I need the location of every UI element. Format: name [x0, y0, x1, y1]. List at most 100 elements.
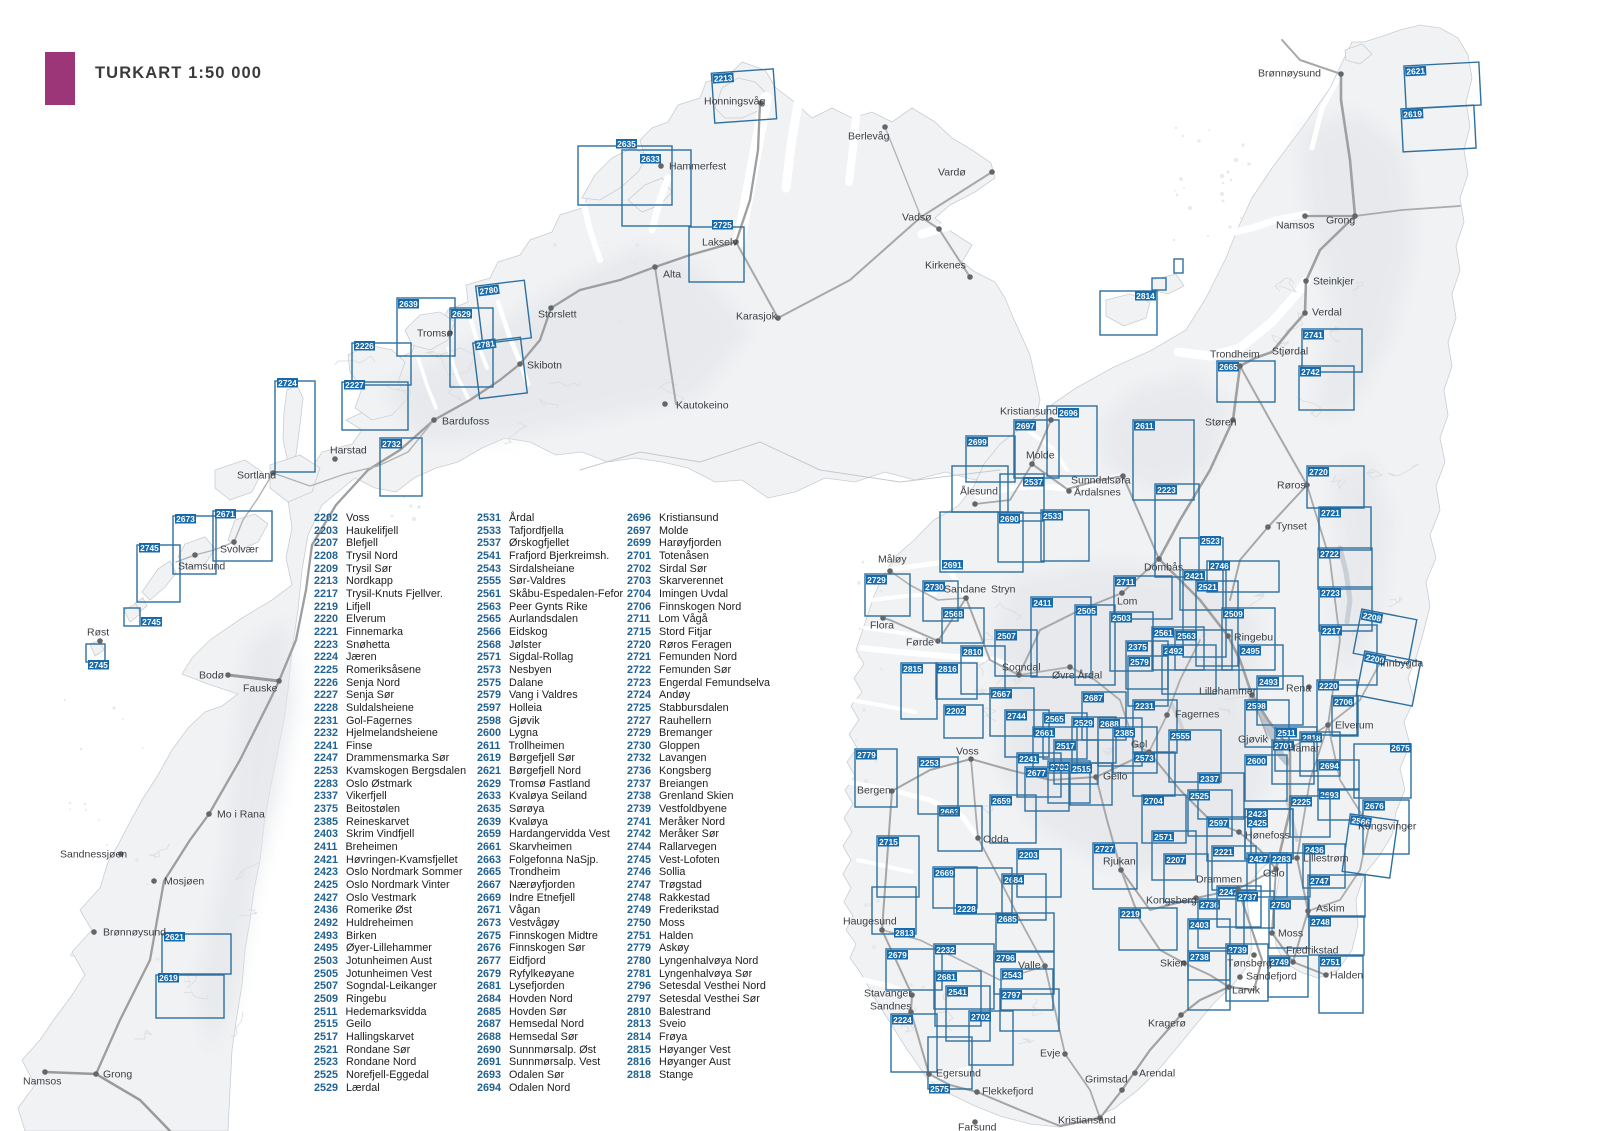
svg-text:2203: 2203 [1019, 850, 1038, 860]
svg-text:2722: 2722 [1320, 549, 1339, 559]
svg-text:2597: 2597 [1209, 818, 1228, 828]
svg-text:2694: 2694 [1320, 761, 1339, 771]
svg-text:Kautokeino: Kautokeino [676, 400, 729, 412]
svg-text:2337: 2337 [1200, 774, 1219, 784]
svg-text:2619: 2619 [159, 973, 178, 983]
svg-text:Sogndal: Sogndal [1002, 662, 1041, 674]
svg-text:Rena: Rena [1286, 683, 1311, 695]
svg-text:2721: 2721 [1321, 508, 1340, 518]
svg-text:2742: 2742 [1301, 367, 1320, 377]
svg-text:2750: 2750 [1271, 900, 1290, 910]
svg-text:Geilo: Geilo [1103, 771, 1128, 783]
svg-text:Honningsvåg: Honningsvåg [704, 96, 765, 108]
svg-text:2661: 2661 [1035, 728, 1054, 738]
svg-text:2385: 2385 [1115, 728, 1134, 738]
svg-text:2492: 2492 [1164, 646, 1183, 656]
svg-text:Lillestrøm: Lillestrøm [1303, 853, 1349, 865]
svg-text:2813: 2813 [895, 928, 914, 938]
svg-text:Evje: Evje [1040, 1048, 1061, 1060]
svg-text:2741: 2741 [1304, 330, 1323, 340]
svg-text:2737: 2737 [1238, 892, 1257, 902]
svg-text:2202: 2202 [946, 706, 965, 716]
svg-text:2745: 2745 [142, 617, 161, 627]
svg-text:2509: 2509 [1224, 609, 1243, 619]
svg-text:Karasjok: Karasjok [736, 311, 778, 323]
svg-text:2241: 2241 [1019, 754, 1038, 764]
svg-text:Lom: Lom [1117, 596, 1138, 608]
svg-text:Sandane: Sandane [944, 584, 986, 596]
svg-text:2738: 2738 [1190, 952, 1209, 962]
svg-text:2701: 2701 [1274, 741, 1293, 751]
svg-text:2225: 2225 [1292, 797, 1311, 807]
svg-text:2219: 2219 [1121, 909, 1140, 919]
svg-text:2503: 2503 [1112, 613, 1131, 623]
svg-text:2403: 2403 [1190, 920, 1209, 930]
svg-text:2533: 2533 [1043, 511, 1062, 521]
svg-text:Verdal: Verdal [1312, 307, 1342, 319]
svg-text:2566: 2566 [1351, 815, 1371, 828]
svg-text:2711: 2711 [1116, 577, 1135, 587]
svg-text:2736: 2736 [1200, 900, 1219, 910]
svg-text:Larvik: Larvik [1232, 985, 1261, 997]
svg-text:2600: 2600 [1247, 756, 1266, 766]
svg-text:2639: 2639 [399, 299, 418, 309]
svg-text:Tromsø: Tromsø [417, 328, 453, 340]
svg-text:Skien: Skien [1160, 958, 1186, 970]
svg-text:2685: 2685 [998, 914, 1017, 924]
svg-text:2619: 2619 [1403, 109, 1422, 120]
svg-text:2421: 2421 [1185, 571, 1204, 581]
svg-text:2232: 2232 [936, 945, 955, 955]
svg-text:2749: 2749 [1270, 957, 1289, 967]
svg-text:Hamar: Hamar [1288, 743, 1320, 755]
svg-text:2635: 2635 [617, 139, 636, 149]
svg-text:Vadsø: Vadsø [902, 212, 932, 224]
svg-text:2815: 2815 [903, 664, 922, 674]
svg-text:2228: 2228 [957, 904, 976, 914]
svg-text:2679: 2679 [888, 950, 907, 960]
svg-text:2816: 2816 [938, 664, 957, 674]
svg-text:2521: 2521 [1198, 582, 1217, 592]
svg-text:2659: 2659 [992, 796, 1011, 806]
svg-text:2690: 2690 [1000, 514, 1019, 524]
svg-text:2688: 2688 [1100, 719, 1119, 729]
svg-text:Stryn: Stryn [991, 584, 1016, 596]
svg-text:2543: 2543 [1003, 970, 1022, 980]
svg-text:Gol: Gol [1131, 739, 1147, 751]
svg-text:2727: 2727 [1095, 844, 1114, 854]
svg-text:2427: 2427 [1249, 854, 1268, 864]
svg-text:Tynset: Tynset [1276, 521, 1307, 533]
svg-text:Øvre Årdal: Øvre Årdal [1052, 669, 1102, 682]
svg-text:2573: 2573 [1135, 753, 1154, 763]
svg-text:2571: 2571 [1154, 832, 1173, 842]
svg-text:Svolvær: Svolvær [220, 544, 259, 556]
svg-text:2511: 2511 [1277, 728, 1296, 738]
svg-text:Brønnøysund: Brønnøysund [103, 927, 166, 939]
svg-text:Haugesund: Haugesund [843, 916, 897, 928]
svg-text:Hammerfest: Hammerfest [669, 161, 726, 173]
svg-text:Fagernes: Fagernes [1175, 709, 1219, 721]
svg-text:2687: 2687 [1084, 693, 1103, 703]
svg-text:2702: 2702 [971, 1012, 990, 1022]
svg-text:Sandnes: Sandnes [870, 1001, 911, 1013]
svg-text:Oslo: Oslo [1263, 868, 1285, 880]
svg-text:2411: 2411 [1033, 598, 1052, 608]
svg-text:2633: 2633 [641, 154, 660, 164]
svg-text:Stjørdal: Stjørdal [1272, 346, 1308, 358]
svg-text:2810: 2810 [963, 647, 982, 657]
svg-text:Berlevåg: Berlevåg [848, 131, 890, 143]
svg-text:2779: 2779 [857, 750, 876, 760]
svg-text:2814: 2814 [1136, 291, 1155, 301]
svg-text:2715: 2715 [879, 837, 898, 847]
svg-text:Sandnessjøen: Sandnessjøen [60, 849, 127, 861]
svg-text:Arendal: Arendal [1139, 1068, 1175, 1080]
svg-text:2796: 2796 [996, 953, 1015, 963]
svg-text:2745: 2745 [140, 543, 159, 553]
svg-text:2224: 2224 [893, 1015, 912, 1025]
svg-text:Voss: Voss [956, 746, 979, 758]
svg-text:Førde: Førde [906, 637, 934, 649]
svg-text:2747: 2747 [1310, 876, 1329, 886]
svg-text:Harstad: Harstad [330, 445, 367, 457]
svg-text:2579: 2579 [1130, 657, 1149, 667]
svg-text:2231: 2231 [1135, 701, 1154, 711]
svg-text:Kongsberg: Kongsberg [1146, 895, 1197, 907]
